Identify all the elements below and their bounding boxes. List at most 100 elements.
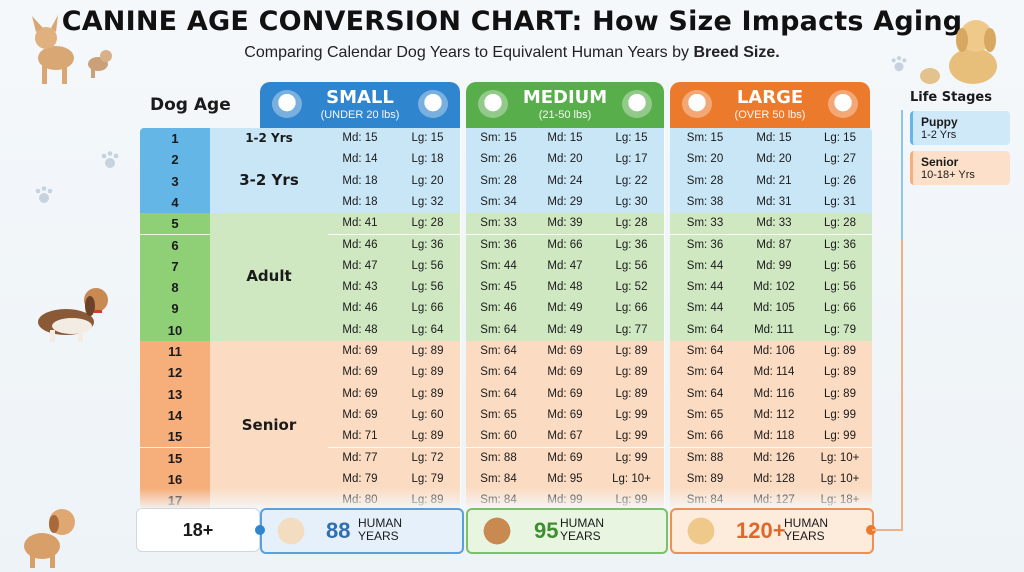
- column-range: (OVER 50 lbs): [734, 109, 806, 121]
- value-cell-medium: Lg: 77: [599, 319, 665, 342]
- value-cell-medium: Lg: 99: [599, 447, 665, 470]
- value-cell-medium: Sm: 64: [466, 362, 532, 385]
- value-cell-medium: Lg: 56: [599, 255, 665, 279]
- value-cell-large: Md: 102: [740, 277, 809, 300]
- value-cell-large: Sm: 66: [670, 426, 741, 449]
- subtitle-text: Comparing Calendar Dog Years to Equivale…: [244, 44, 694, 61]
- age-cell: 2: [140, 149, 210, 172]
- value-cell-medium: Sm: 26: [466, 149, 532, 172]
- legend-item-detail: 10-18+ Yrs: [921, 169, 975, 181]
- units-line: YEARS: [560, 529, 601, 543]
- value-cell-large: Sm: 44: [670, 298, 741, 321]
- column-range: (21-50 lbs): [538, 109, 592, 121]
- value-cell-large: Sm: 64: [670, 319, 741, 342]
- value-cell-large: Md: 31: [740, 191, 809, 215]
- value-cell-medium: Lg: 28: [599, 213, 665, 236]
- value-cell-small: Md: 41: [325, 213, 396, 236]
- value-cell-medium: Sm: 34: [466, 191, 532, 215]
- value-cell-large: Lg: 66: [808, 298, 872, 321]
- value-cell-large: Md: 114: [740, 362, 809, 385]
- dog-icon: [478, 90, 508, 118]
- value-cell-large: Md: 99: [740, 255, 809, 279]
- value-cell-medium: Md: 67: [531, 426, 600, 449]
- final-small-value: 88: [326, 518, 351, 543]
- age-cell: 12: [140, 362, 210, 385]
- final-small-box: 88 HUMAN YEARS: [260, 508, 464, 554]
- value-cell-large: Lg: 99: [808, 426, 872, 449]
- value-cell-small: Md: 48: [325, 319, 396, 342]
- value-cell-medium: Md: 69: [531, 341, 600, 364]
- value-cell-large: Sm: 28: [670, 170, 741, 193]
- value-cell-small: Lg: 36: [395, 234, 461, 257]
- value-cell-large: Lg: 10+: [808, 447, 872, 470]
- age-cell: 7: [140, 255, 210, 279]
- final-large-value: 120+: [736, 518, 786, 543]
- value-cell-large: Lg: 79: [808, 319, 872, 342]
- beagle-icon: [480, 514, 514, 548]
- dog-icon: [272, 90, 302, 118]
- value-cell-medium: Lg: 15: [599, 128, 665, 151]
- value-cell-medium: Lg: 22: [599, 170, 665, 193]
- value-cell-medium: Md: 39: [531, 213, 600, 236]
- value-cell-medium: Md: 66: [531, 234, 600, 257]
- value-cell-medium: Sm: 64: [466, 383, 532, 406]
- value-cell-large: Lg: 56: [808, 277, 872, 300]
- value-cell-small: Lg: 89: [395, 362, 461, 385]
- value-cell-large: Md: 116: [740, 383, 809, 406]
- value-cell-large: Lg: 36: [808, 234, 872, 257]
- age-cell: 8: [140, 277, 210, 300]
- value-cell-large: Sm: 65: [670, 404, 741, 428]
- value-cell-small: Md: 18: [325, 170, 396, 193]
- value-cell-large: Md: 87: [740, 234, 809, 257]
- value-cell-medium: Sm: 33: [466, 213, 532, 236]
- value-cell-large: Sm: 20: [670, 149, 741, 172]
- value-cell-large: Md: 21: [740, 170, 809, 193]
- units-line: YEARS: [358, 529, 399, 543]
- value-cell-large: Lg: 28: [808, 213, 872, 236]
- units-line: HUMAN: [784, 516, 828, 530]
- value-cell-small: Md: 46: [325, 298, 396, 321]
- stage-label: 3-2 Yrs: [239, 171, 299, 190]
- stage-label: Adult: [246, 267, 292, 286]
- value-cell-small: Md: 14: [325, 149, 396, 172]
- value-cell-medium: Sm: 64: [466, 341, 532, 364]
- value-cell-medium: Lg: 36: [599, 234, 665, 257]
- value-cell-medium: Lg: 99: [599, 404, 665, 428]
- beagle-illustration: [38, 288, 108, 342]
- dog-icon: [828, 90, 858, 118]
- legend-connector: [872, 110, 903, 531]
- legend-item-name: Senior: [921, 155, 959, 169]
- units-line: HUMAN: [358, 516, 402, 530]
- value-cell-large: Md: 33: [740, 213, 809, 236]
- value-cell-large: Lg: 89: [808, 362, 872, 385]
- column-name: LARGE: [736, 87, 804, 108]
- value-cell-medium: Md: 24: [531, 170, 600, 193]
- value-cell-medium: Sm: 64: [466, 319, 532, 342]
- value-cell-large: Md: 118: [740, 426, 809, 449]
- value-cell-medium: Sm: 15: [466, 128, 532, 151]
- value-cell-medium: Lg: 10+: [599, 468, 665, 492]
- value-cell-small: Md: 69: [325, 404, 396, 428]
- page-subtitle: Comparing Calendar Dog Years to Equivale…: [0, 44, 1024, 62]
- value-cell-large: Md: 111: [740, 319, 809, 342]
- value-cell-medium: Lg: 99: [599, 426, 665, 449]
- value-cell-large: Sm: 88: [670, 447, 741, 470]
- value-cell-medium: Sm: 65: [466, 404, 532, 428]
- stage-label: 1-2 Yrs: [245, 131, 293, 145]
- value-cell-medium: Lg: 17: [599, 149, 665, 172]
- value-cell-large: Sm: 64: [670, 362, 741, 385]
- value-cell-small: Lg: 60: [395, 404, 461, 428]
- value-cell-small: Lg: 20: [395, 170, 461, 193]
- value-cell-medium: Md: 48: [531, 277, 600, 300]
- value-cell-medium: Md: 69: [531, 362, 600, 385]
- dog-icon: [682, 90, 712, 118]
- value-cell-medium: Lg: 89: [599, 383, 665, 406]
- value-cell-large: Sm: 64: [670, 341, 741, 364]
- final-small-units: HUMAN YEARS: [358, 517, 418, 543]
- age-cell: 3: [140, 170, 210, 193]
- connector-dot: [866, 525, 876, 535]
- legend-item-detail: 1-2 Yrs: [921, 129, 957, 141]
- value-cell-small: Md: 43: [325, 277, 396, 300]
- value-cell-large: Sm: 36: [670, 234, 741, 257]
- column-header-small: SMALL (UNDER 20 lbs): [260, 82, 460, 128]
